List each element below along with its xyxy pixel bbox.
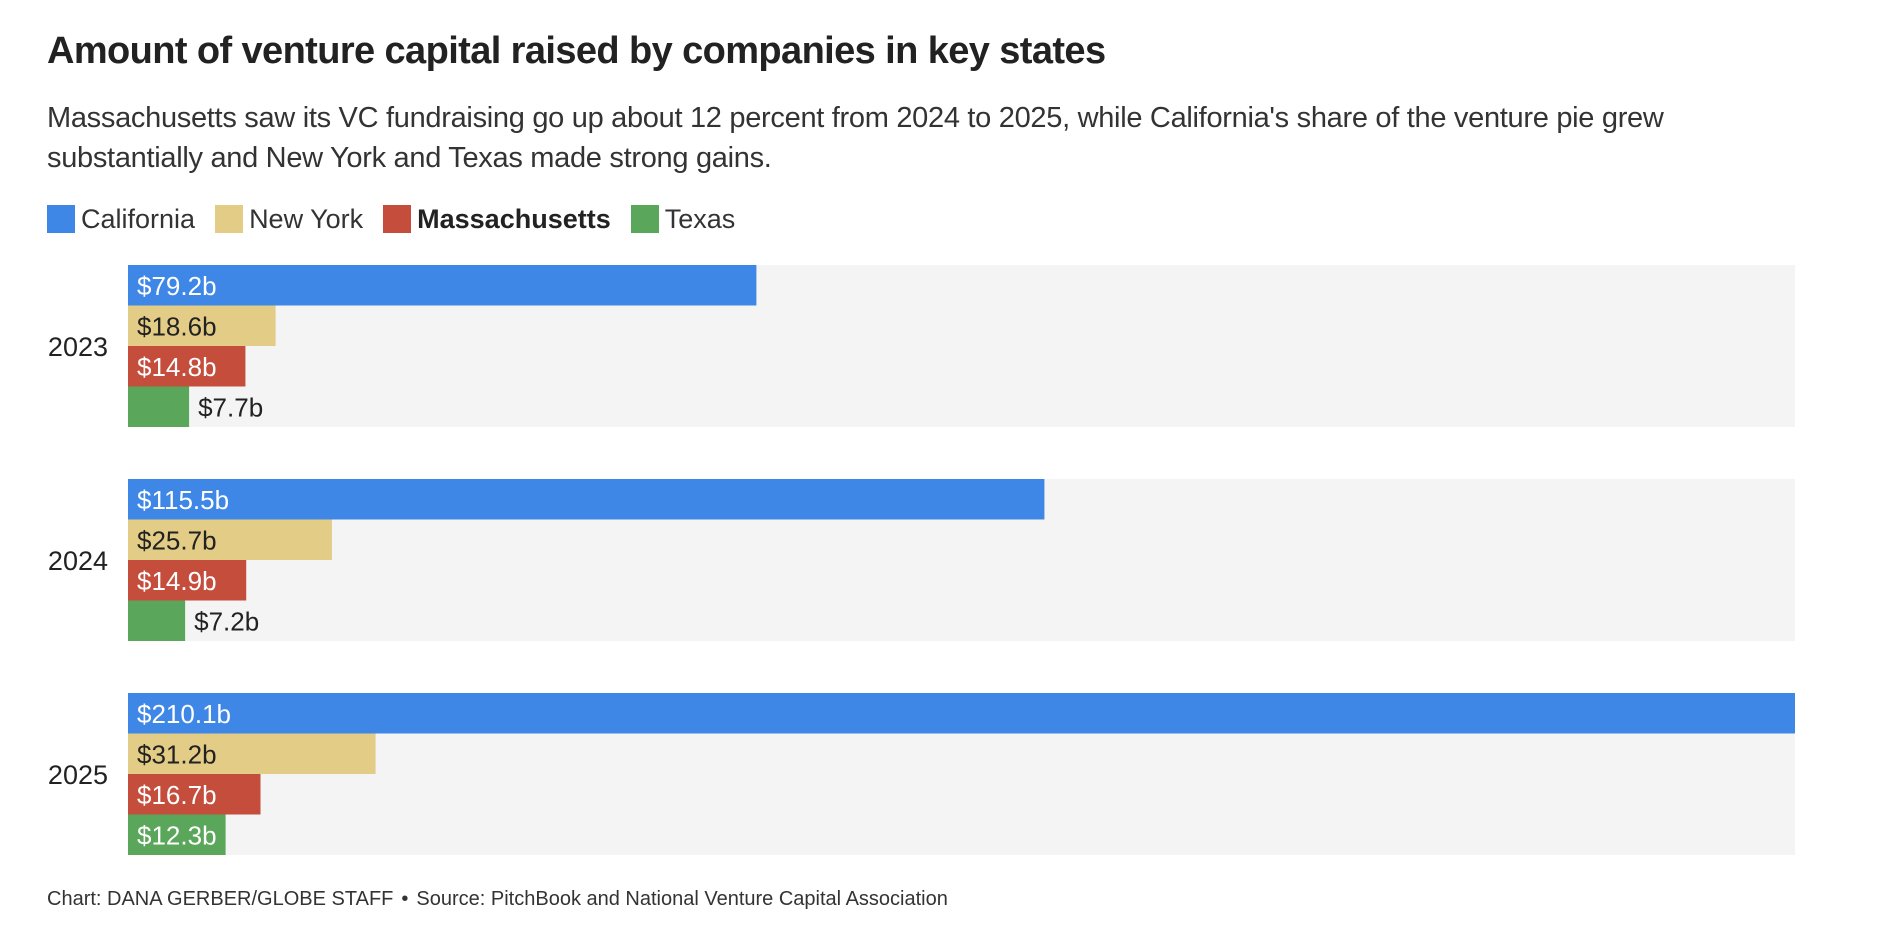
bar-massachusetts-2023 — [128, 346, 246, 387]
legend-swatch-massachusetts — [383, 205, 412, 233]
data-label-texas-2023: $7.7b — [198, 392, 263, 422]
footer-separator: • — [401, 888, 409, 910]
bar-chart: 2023 $79.2b $18.6b $14.8b $7.7b 2024 $115.5b $2… — [48, 265, 1795, 855]
data-label-california-2025: $210.1b — [137, 699, 231, 729]
y-axis-label-2023: 2023 — [48, 332, 108, 362]
y-axis-label-2024: 2024 — [48, 546, 108, 576]
bar-massachusetts-2024 — [128, 560, 247, 601]
bar-california-2024 — [128, 479, 1045, 520]
legend-item-new-york: New York — [215, 204, 363, 235]
bar-texas-2024 — [128, 600, 186, 641]
bar-massachusetts-2025 — [128, 774, 261, 815]
bar-new-york-2023 — [128, 305, 276, 346]
bar-california-2025 — [128, 693, 1795, 734]
data-label-california-2024: $115.5b — [137, 485, 229, 515]
legend-label-massachusetts: Massachusetts — [417, 203, 611, 234]
bar-texas-2023 — [128, 386, 190, 427]
chart-title: Amount of venture capital raised by comp… — [47, 30, 1106, 72]
bar-texas-2025 — [128, 814, 226, 855]
legend-label-texas: Texas — [664, 203, 736, 234]
legend-swatch-california — [47, 205, 75, 233]
data-label-texas-2024: $7.2b — [194, 606, 259, 636]
chart-footer: Chart: DANA GERBER/GLOBE STAFF • Source: P… — [47, 888, 948, 911]
bar-california-2023 — [128, 265, 757, 306]
data-label-massachusetts-2023: $14.8b — [137, 352, 217, 382]
legend-swatch-new-york — [215, 205, 244, 233]
legend-label-new-york: New York — [249, 203, 364, 234]
y-axis-label-2025: 2025 — [48, 760, 108, 790]
data-label-massachusetts-2025: $16.7b — [137, 780, 217, 810]
footer-credit: Chart: DANA GERBER/GLOBE STAFF — [47, 888, 394, 910]
legend-label-california: California — [81, 203, 196, 234]
legend-item-california: California — [47, 204, 195, 235]
legend-item-texas: Texas — [630, 203, 736, 235]
footer-source: Source: PitchBook and National Venture C… — [416, 888, 948, 910]
data-label-texas-2025: $12.3b — [137, 820, 217, 850]
legend-item-massachusetts: Massachusetts — [383, 204, 611, 235]
data-label-new-york-2023: $18.6b — [137, 311, 217, 341]
legend-swatch-texas — [630, 205, 659, 233]
data-label-california-2023: $79.2b — [137, 271, 217, 301]
data-label-new-york-2024: $25.7b — [137, 525, 217, 555]
chart-subtitle: Massachusetts saw its VC fundraising go … — [47, 102, 1664, 174]
data-label-massachusetts-2024: $14.9b — [137, 566, 217, 596]
data-label-new-york-2025: $31.2b — [137, 739, 217, 769]
bar-new-york-2025 — [128, 733, 376, 774]
bar-new-york-2024 — [128, 519, 332, 560]
legend: California New York Massachusetts Texas — [47, 202, 755, 236]
